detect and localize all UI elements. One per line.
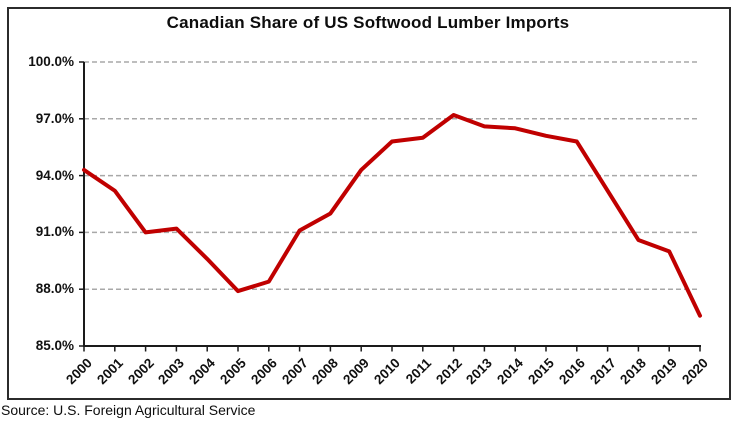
y-axis-label: 85.0%: [35, 338, 74, 353]
y-axis-label: 91.0%: [35, 224, 74, 240]
y-axis-label: 94.0%: [35, 167, 74, 183]
chart-frame: [7, 7, 731, 400]
chart-title: Canadian Share of US Softwood Lumber Imp…: [166, 13, 570, 32]
y-axis-label: 97.0%: [35, 110, 74, 126]
y-axis-label: 88.0%: [35, 281, 74, 297]
source-note: Source: U.S. Foreign Agricultural Servic…: [1, 402, 256, 418]
trend-line: [82, 113, 702, 318]
y-axis-label: 100.0%: [28, 54, 74, 69]
